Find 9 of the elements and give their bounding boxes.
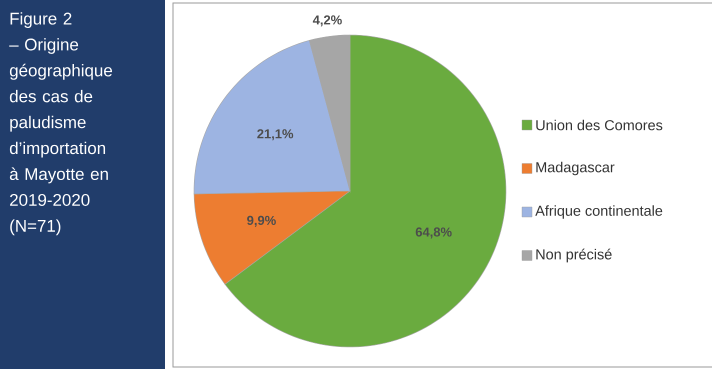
- legend-label: Madagascar: [536, 162, 614, 176]
- data-label: 4,2%: [312, 15, 342, 26]
- data-label: 21,1%: [257, 129, 294, 140]
- legend-label: Afrique continentale: [535, 205, 662, 219]
- legend-label: Non précisé: [536, 248, 612, 262]
- data-label: 64,8%: [416, 227, 452, 238]
- chart-title: Figure 2 – Origine géographique des cas de paludisme d’importation à Mayotte en 2019-2020 (N=71): [9, 12, 112, 236]
- legend-label: Union des Comores: [536, 120, 662, 130]
- data-label: 9,9%: [247, 216, 276, 227]
